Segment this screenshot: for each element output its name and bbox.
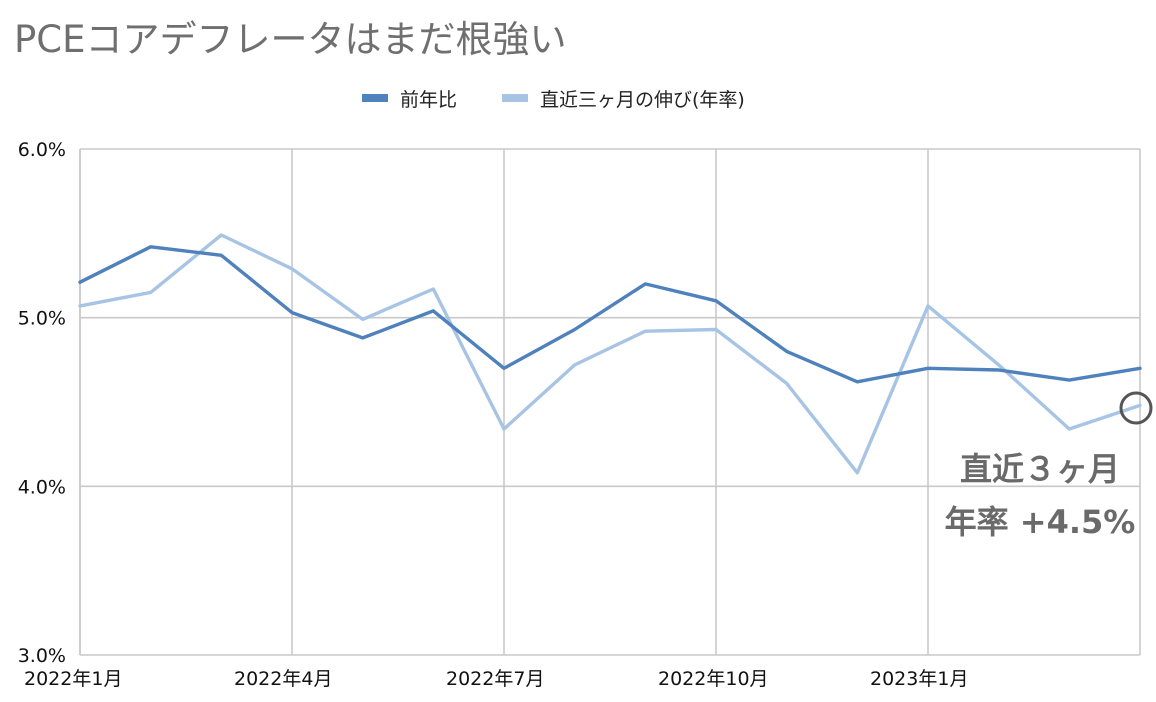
- series-lines: [78, 233, 1142, 475]
- axis-ticks: 6.0% 5.0% 4.0% 3.0%2022年1月 2022年4月 2022年7月 202…: [18, 139, 969, 690]
- x-tick-label: 2022年10月: [658, 668, 769, 690]
- chart-title: PCEコアデフレータはまだ根強い: [14, 18, 567, 61]
- annotation-line-2: 年率 +4.5%: [945, 503, 1136, 541]
- x-tick-label: 2022年4月: [234, 668, 332, 690]
- y-tick-label: 4.0%: [18, 476, 66, 498]
- annotation-circle: [1119, 391, 1153, 425]
- legend-swatch: [362, 94, 388, 102]
- x-tick-label: 2022年1月: [24, 668, 122, 690]
- series-line-1: [78, 233, 1142, 475]
- series-line-0: [78, 245, 1142, 384]
- legend-swatch: [502, 94, 528, 102]
- x-tick-label: 2023年1月: [870, 668, 968, 690]
- legend: 前年比 直近三ヶ月の伸び(年率): [362, 89, 745, 111]
- x-tick-label: 2022年7月: [446, 668, 544, 690]
- grid-lines: [79, 148, 1141, 656]
- y-tick-label: 5.0%: [18, 308, 66, 330]
- legend-label: 前年比: [400, 89, 457, 111]
- legend-label: 直近三ヶ月の伸び(年率): [540, 89, 745, 111]
- y-tick-label: 6.0%: [18, 139, 66, 161]
- y-tick-label: 3.0%: [18, 645, 66, 667]
- annotation-line-1: 直近３ヶ月: [960, 450, 1120, 488]
